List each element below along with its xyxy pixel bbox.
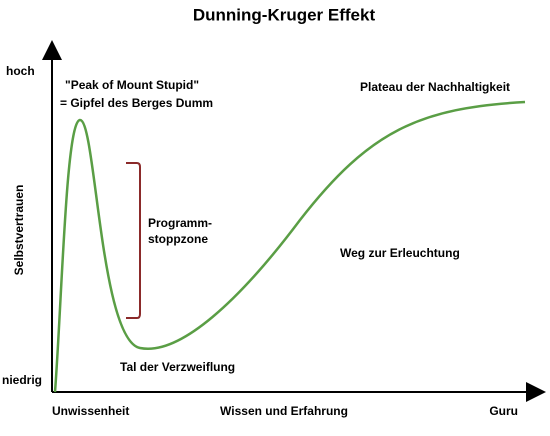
path-label: Weg zur Erleuchtung: [340, 246, 460, 260]
x-middle: Wissen und Erfahrung: [220, 404, 348, 418]
peak-de: = Gipfel des Berges Dumm: [60, 96, 213, 110]
zone-line2: stoppzone: [148, 232, 208, 246]
curve: [53, 100, 526, 393]
y-low: niedrig: [2, 373, 42, 387]
y-label: Selbstvertrauen: [12, 185, 26, 276]
title: Dunning-Kruger Effekt: [193, 5, 376, 24]
valley-label: Tal der Verzweiflung: [120, 360, 235, 374]
plateau: Plateau der Nachhaltigkeit: [360, 80, 510, 94]
bracket: [126, 162, 141, 319]
peak-en: "Peak of Mount Stupid": [65, 78, 199, 92]
y-high: hoch: [6, 64, 35, 78]
x-end: Guru: [489, 404, 518, 418]
zone-line1: Programm-: [148, 216, 212, 230]
x-start: Unwissenheit: [52, 404, 129, 418]
